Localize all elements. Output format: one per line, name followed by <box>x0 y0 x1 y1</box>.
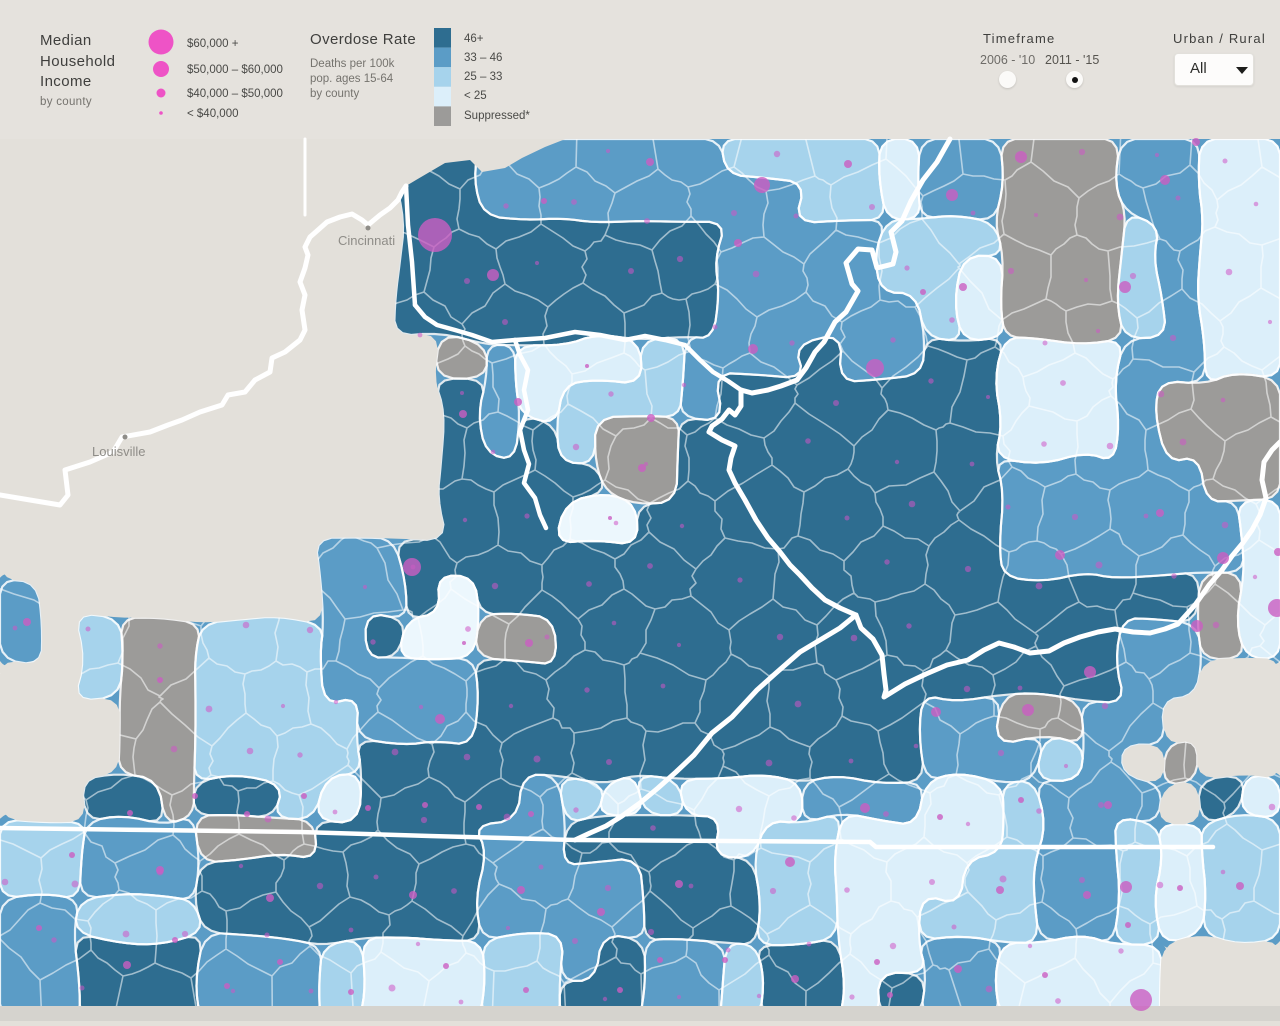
svg-text:Cincinnati: Cincinnati <box>338 233 395 248</box>
svg-text:Louisville: Louisville <box>92 444 145 459</box>
